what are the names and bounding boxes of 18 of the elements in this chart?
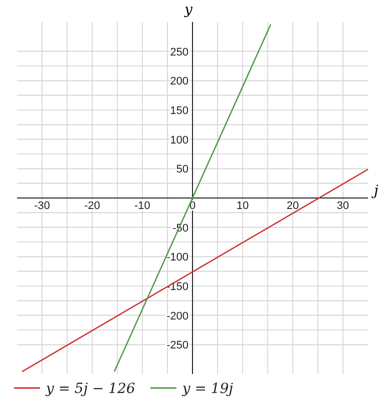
- y-tick-label: 100: [170, 134, 188, 146]
- x-tick-label: 10: [236, 200, 249, 212]
- x-tick-label: 30: [336, 200, 350, 212]
- legend-label: y = 19j: [181, 381, 234, 397]
- x-tick-label: -30: [34, 200, 50, 212]
- y-tick-label: 250: [170, 46, 188, 58]
- y-tick-label: -100: [166, 252, 188, 264]
- x-tick-label: 20: [286, 200, 299, 212]
- y-tick-label: 200: [170, 76, 188, 88]
- y-tick-label: -200: [166, 310, 188, 322]
- y-axis-title: y: [184, 2, 194, 18]
- x-axis-title: j: [371, 183, 379, 199]
- x-tick-label: -10: [134, 200, 150, 212]
- legend-label: y = 5j − 126: [45, 381, 136, 397]
- x-tick-label: -20: [84, 200, 100, 212]
- y-tick-label: 150: [170, 105, 188, 117]
- y-tick-label: 50: [176, 164, 188, 176]
- y-tick-label: -250: [166, 340, 188, 352]
